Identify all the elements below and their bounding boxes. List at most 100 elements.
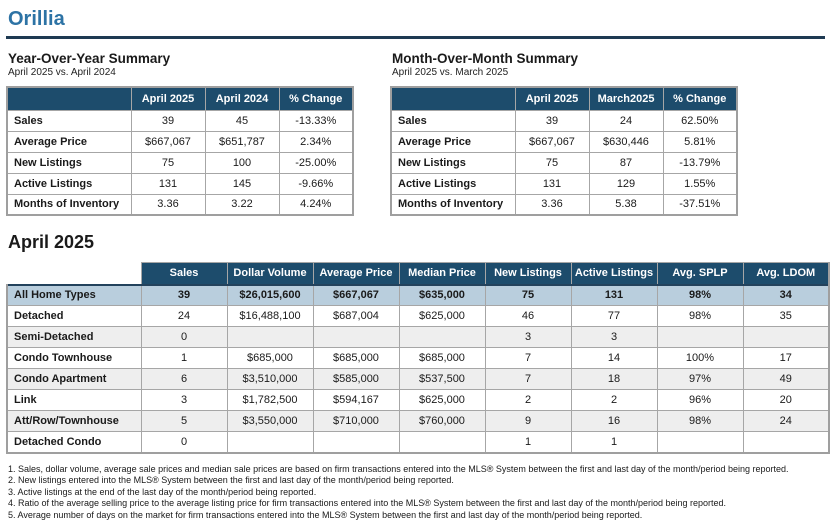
col-header: March2025 bbox=[588, 86, 664, 111]
row-label: New Listings bbox=[390, 151, 516, 174]
cell-value: 24 bbox=[140, 305, 228, 327]
cell-value: 100% bbox=[656, 347, 744, 369]
table-row: Average Price $667,067 $651,787 2.34% bbox=[6, 130, 354, 153]
cell-value: 34 bbox=[742, 283, 830, 306]
cell-value: 35 bbox=[742, 305, 830, 327]
mom-header-row: April 2025 March2025 % Change bbox=[390, 86, 738, 111]
cell-value: -13.79% bbox=[662, 151, 738, 174]
footnotes: 1. Sales, dollar volume, average sale pr… bbox=[8, 464, 825, 522]
cell-value: 62.50% bbox=[662, 109, 738, 132]
table-row: Semi-Detached 0 3 3 bbox=[6, 326, 830, 348]
col-header: Median Price bbox=[398, 262, 486, 285]
footnote: 5. Average number of days on the market … bbox=[8, 509, 643, 520]
cell-value: 87 bbox=[588, 151, 664, 174]
cell-value: 145 bbox=[204, 172, 280, 195]
cell-value bbox=[226, 431, 314, 454]
cell-value: 7 bbox=[484, 347, 572, 369]
cell-value bbox=[742, 326, 830, 348]
table-row: Months of Inventory 3.36 5.38 -37.51% bbox=[390, 193, 738, 216]
cell-value: 16 bbox=[570, 410, 658, 432]
corner-cell bbox=[7, 263, 141, 285]
cell-value: 3.36 bbox=[514, 193, 590, 216]
cell-value: 24 bbox=[588, 109, 664, 132]
cell-value: 97% bbox=[656, 368, 744, 390]
col-header bbox=[6, 86, 132, 111]
title-rule bbox=[6, 36, 825, 39]
row-label: Active Listings bbox=[390, 172, 516, 195]
cell-value: 39 bbox=[130, 109, 206, 132]
row-label: Semi-Detached bbox=[6, 326, 142, 348]
row-label: Sales bbox=[390, 109, 516, 132]
cell-value: 39 bbox=[140, 283, 228, 306]
col-header: New Listings bbox=[484, 262, 572, 285]
table-row: Condo Apartment 6 $3,510,000 $585,000 $5… bbox=[6, 368, 830, 390]
cell-value: $3,510,000 bbox=[226, 368, 314, 390]
cell-value: -13.33% bbox=[278, 109, 354, 132]
row-label: Att/Row/Townhouse bbox=[6, 410, 142, 432]
row-label: New Listings bbox=[6, 151, 132, 174]
cell-value bbox=[226, 326, 314, 348]
cell-value: $585,000 bbox=[312, 368, 400, 390]
cell-value: 75 bbox=[130, 151, 206, 174]
cell-value: $667,067 bbox=[130, 130, 206, 153]
col-header: Sales bbox=[140, 262, 228, 285]
cell-value: -37.51% bbox=[662, 193, 738, 216]
summary-section: Year-Over-Year Summary April 2025 vs. Ap… bbox=[6, 51, 825, 216]
cell-value: $537,500 bbox=[398, 368, 486, 390]
cell-value: 5.81% bbox=[662, 130, 738, 153]
cell-value: 14 bbox=[570, 347, 658, 369]
yoy-table: April 2025 April 2024 % Change Sales 39 … bbox=[6, 86, 354, 216]
detail-header-row: Sales Dollar Volume Average Price Median… bbox=[7, 262, 830, 285]
cell-value: 6 bbox=[140, 368, 228, 390]
cell-value: $651,787 bbox=[204, 130, 280, 153]
cell-value: $710,000 bbox=[312, 410, 400, 432]
cell-value: 45 bbox=[204, 109, 280, 132]
cell-value: $667,067 bbox=[514, 130, 590, 153]
row-label: Sales bbox=[6, 109, 132, 132]
cell-value: 3 bbox=[484, 326, 572, 348]
cell-value: 75 bbox=[484, 283, 572, 306]
cell-value: 131 bbox=[514, 172, 590, 195]
cell-value: 9 bbox=[484, 410, 572, 432]
table-row-all-home-types: All Home Types 39 $26,015,600 $667,067 $… bbox=[6, 283, 830, 306]
table-row: Sales 39 45 -13.33% bbox=[6, 109, 354, 132]
cell-value bbox=[656, 431, 744, 454]
table-row: New Listings 75 87 -13.79% bbox=[390, 151, 738, 174]
cell-value bbox=[398, 431, 486, 454]
cell-value: 0 bbox=[140, 431, 228, 454]
mom-subtitle: April 2025 vs. March 2025 bbox=[392, 67, 509, 78]
cell-value: 1 bbox=[140, 347, 228, 369]
cell-value bbox=[742, 431, 830, 454]
page-title: Orillia bbox=[8, 8, 65, 30]
cell-value: $760,000 bbox=[398, 410, 486, 432]
col-header: April 2025 bbox=[130, 86, 206, 111]
cell-value: $16,488,100 bbox=[226, 305, 314, 327]
table-row: Condo Townhouse 1 $685,000 $685,000 $685… bbox=[6, 347, 830, 369]
cell-value bbox=[312, 326, 400, 348]
cell-value: 100 bbox=[204, 151, 280, 174]
row-label: Months of Inventory bbox=[390, 193, 516, 216]
detail-title: April 2025 bbox=[8, 232, 95, 252]
table-row: Sales 39 24 62.50% bbox=[390, 109, 738, 132]
cell-value: 75 bbox=[514, 151, 590, 174]
table-row: Months of Inventory 3.36 3.22 4.24% bbox=[6, 193, 354, 216]
footnote: 2. New listings entered into the MLS® Sy… bbox=[8, 475, 454, 486]
col-header: Dollar Volume bbox=[226, 262, 314, 285]
cell-value: $1,782,500 bbox=[226, 389, 314, 411]
col-header: April 2024 bbox=[204, 86, 280, 111]
row-label: Detached bbox=[6, 305, 142, 327]
table-row: New Listings 75 100 -25.00% bbox=[6, 151, 354, 174]
row-label: Condo Townhouse bbox=[6, 347, 142, 369]
table-row: Active Listings 131 145 -9.66% bbox=[6, 172, 354, 195]
cell-value: 3 bbox=[570, 326, 658, 348]
row-label: Condo Apartment bbox=[6, 368, 142, 390]
col-header: April 2025 bbox=[514, 86, 590, 111]
table-row: Link 3 $1,782,500 $594,167 $625,000 2 2 … bbox=[6, 389, 830, 411]
cell-value: 98% bbox=[656, 283, 744, 306]
cell-value bbox=[656, 326, 744, 348]
cell-value: 5 bbox=[140, 410, 228, 432]
yoy-header-row: April 2025 April 2024 % Change bbox=[6, 86, 354, 111]
row-label: Months of Inventory bbox=[6, 193, 132, 216]
col-header bbox=[390, 86, 516, 111]
